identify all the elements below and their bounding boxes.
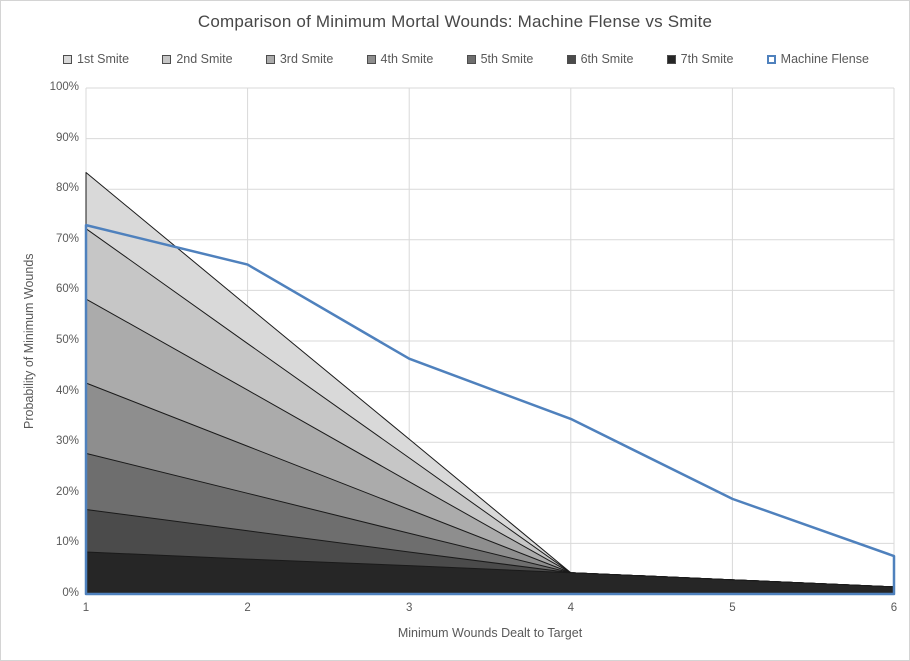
- y-tick-label: 70%: [55, 232, 79, 245]
- legend-label: 1st Smite: [77, 52, 130, 66]
- legend-label: Machine Flense: [780, 52, 869, 66]
- legend-label: 6th Smite: [580, 52, 634, 66]
- legend-label: 4th Smite: [380, 52, 434, 66]
- legend-item-1st-smite: 1st Smite: [63, 52, 129, 66]
- x-tick-label: 4: [567, 602, 574, 614]
- legend: 1st Smite 2nd Smite 3rd Smite 4th Smite 5th …: [63, 51, 869, 67]
- x-tick-label: 3: [405, 602, 413, 614]
- legend-item-2nd-smite: 2nd Smite: [162, 52, 233, 66]
- y-tick-label: 80%: [55, 182, 79, 195]
- y-tick-label: 40%: [55, 384, 79, 397]
- y-tick-label: 60%: [55, 283, 79, 296]
- legend-marker-icon: [666, 54, 676, 64]
- y-tick-label: 90%: [55, 131, 79, 144]
- legend-item-6th-smite: 6th Smite: [566, 52, 634, 66]
- y-tick-label: 10%: [55, 536, 79, 549]
- legend-marker-icon: [265, 54, 275, 64]
- legend-label: 2nd Smite: [176, 52, 233, 66]
- series-machine-flense: [84, 223, 896, 596]
- x-tick-label: 2: [244, 602, 251, 614]
- y-tick-label: 100%: [49, 81, 79, 93]
- legend-item-machine-flense: Machine Flense: [766, 52, 869, 66]
- y-axis-title: Probability of Minimum Wounds: [22, 253, 36, 429]
- legend-item-3rd-smite: 3rd Smite: [265, 52, 334, 66]
- y-tick-label: 50%: [55, 334, 79, 346]
- legend-marker-icon: [63, 54, 72, 64]
- x-tick-label: 1: [82, 602, 90, 614]
- legend-marker-icon: [366, 54, 376, 64]
- legend-marker-icon: [566, 54, 576, 64]
- legend-label: 5th Smite: [480, 52, 534, 66]
- x-tick-label: 5: [729, 602, 736, 614]
- y-tick-label: 30%: [55, 435, 79, 448]
- legend-marker-icon: [162, 54, 172, 64]
- legend-item-5th-smite: 5th Smite: [466, 52, 534, 66]
- legend-item-7th-smite: 7th Smite: [666, 52, 734, 66]
- y-tick-label: 20%: [55, 485, 79, 498]
- x-axis-title: Minimum Wounds Dealt to Target: [397, 626, 583, 640]
- legend-marker-icon: [766, 54, 776, 64]
- chart-title: Comparison of Minimum Mortal Wounds: Mac…: [197, 12, 713, 31]
- y-tick-label: 0%: [62, 587, 79, 599]
- x-tick-label: 6: [890, 602, 898, 614]
- legend-marker-icon: [466, 54, 476, 64]
- legend-label: 7th Smite: [680, 52, 734, 66]
- legend-label: 3rd Smite: [279, 52, 334, 66]
- legend-item-4th-smite: 4th Smite: [366, 52, 434, 66]
